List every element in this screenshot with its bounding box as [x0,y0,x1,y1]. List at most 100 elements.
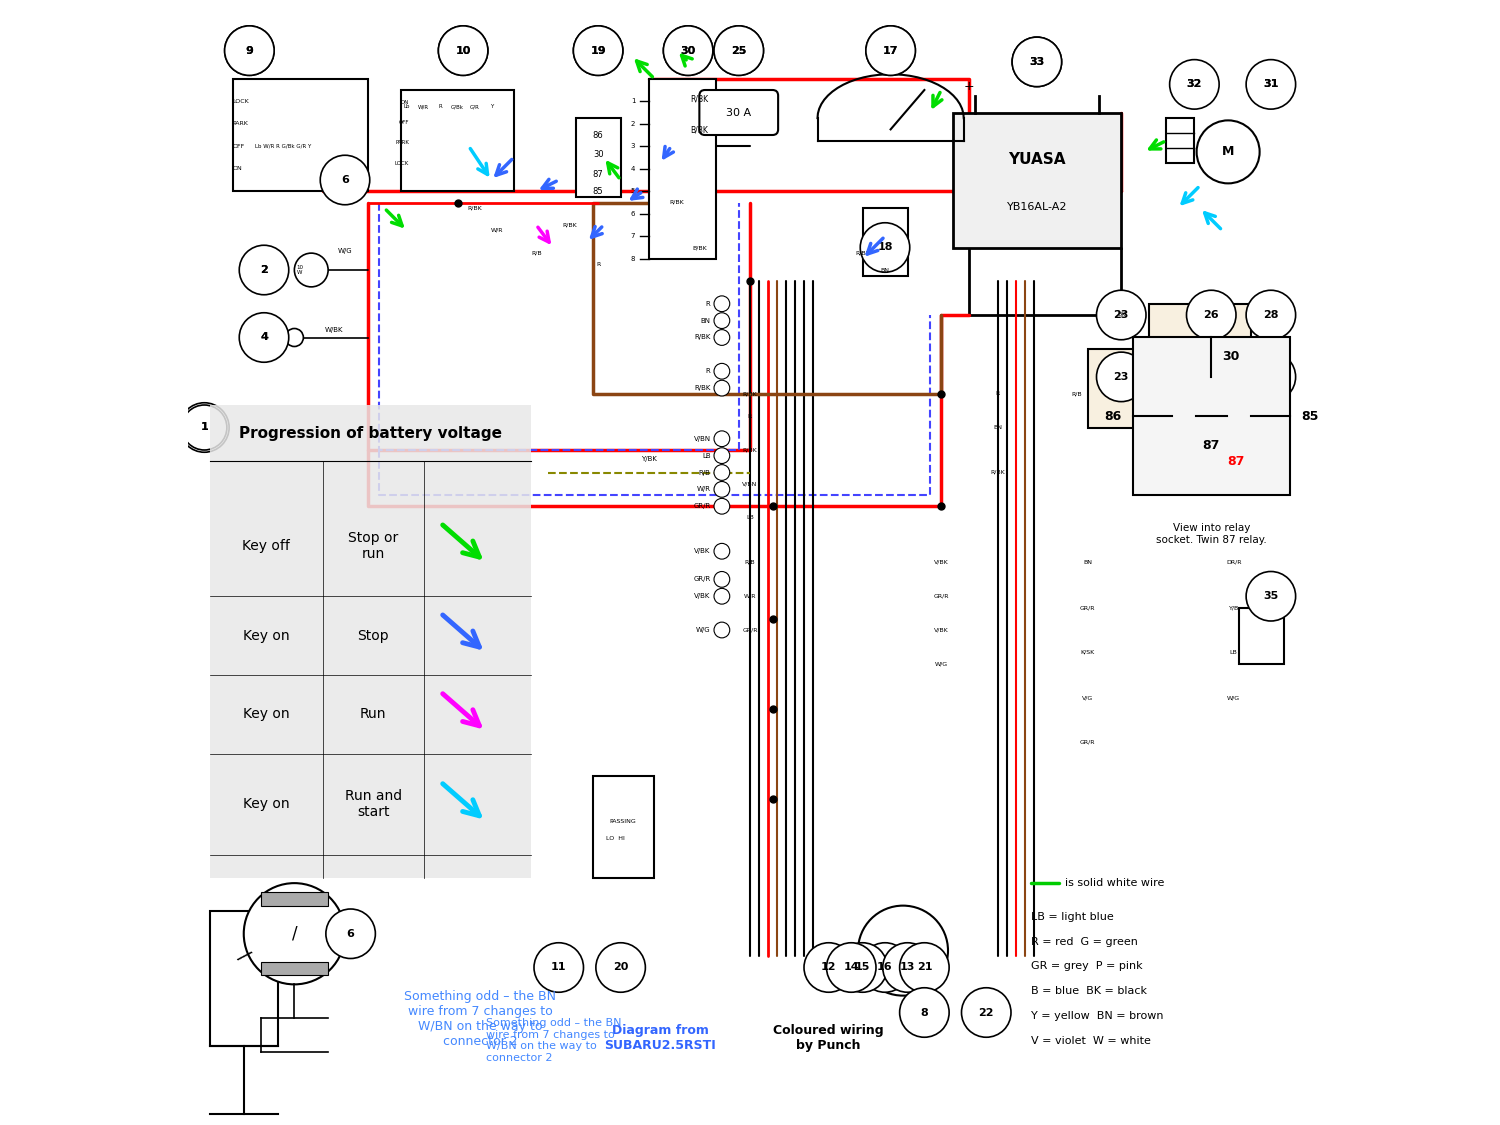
Text: 6: 6 [346,929,354,938]
Text: 27: 27 [1203,372,1219,381]
Text: LOCK: LOCK [232,99,249,104]
Circle shape [321,155,369,205]
Circle shape [714,313,729,328]
Text: GR/R: GR/R [1080,740,1095,745]
Text: LB = light blue: LB = light blue [1032,912,1114,921]
Circle shape [900,943,950,992]
Text: LB: LB [746,515,754,520]
Text: /: / [234,947,254,965]
Text: PARK: PARK [396,141,410,145]
Text: 4: 4 [260,333,268,342]
Text: W/BK: W/BK [324,327,344,333]
Text: ON: ON [400,100,410,105]
Circle shape [714,588,729,604]
Circle shape [865,26,915,75]
Text: Stop or
run: Stop or run [348,531,399,560]
Text: V/G: V/G [1082,695,1094,700]
Text: Y/BK: Y/BK [640,457,657,462]
Text: R/BK: R/BK [669,200,684,205]
Text: 2: 2 [632,120,636,127]
Text: Key on: Key on [243,798,290,811]
Bar [1239,608,1284,664]
Text: 1: 1 [201,423,208,432]
Text: R: R [596,262,600,267]
Circle shape [900,988,950,1037]
Text: 86: 86 [592,130,603,140]
Circle shape [714,380,729,396]
Text: Something odd – the BN
wire from 7 changes to
W/BN on the way to
connector 2: Something odd – the BN wire from 7 chang… [404,990,556,1048]
Text: Diagram from
SUBARU2.5RSTI: Diagram from SUBARU2.5RSTI [604,1024,715,1052]
Text: 29: 29 [1263,372,1278,381]
Text: M: M [1222,145,1234,159]
Text: PASSING: PASSING [609,819,636,824]
Bar [1167,118,1194,163]
Text: PARK: PARK [232,122,249,126]
Circle shape [1197,120,1260,183]
Circle shape [865,26,915,75]
Text: 8: 8 [630,255,636,262]
Circle shape [714,26,764,75]
Text: GR/R: GR/R [693,576,711,583]
Text: ~: ~ [896,942,910,960]
Bar [261,962,328,975]
Circle shape [714,543,729,559]
Text: 21: 21 [916,963,932,972]
Bar [592,776,654,878]
Text: 2: 2 [260,266,268,274]
Text: 12: 12 [821,963,837,972]
Circle shape [243,317,285,358]
Text: 6: 6 [630,210,636,217]
Circle shape [714,363,729,379]
Text: BN: BN [1083,560,1092,565]
Text: W/G: W/G [1227,695,1240,700]
Circle shape [1172,62,1216,107]
Text: LB: LB [702,452,711,459]
Text: R/BK: R/BK [742,448,758,452]
Text: R/B: R/B [699,469,711,476]
Bar [862,208,907,276]
Circle shape [240,245,288,295]
Text: 18: 18 [878,243,892,252]
Text: Y: Y [1232,493,1236,497]
Circle shape [1246,60,1296,109]
Text: 30 A: 30 A [726,108,752,117]
Text: 8: 8 [921,1008,928,1017]
Circle shape [1096,352,1146,402]
Bar [210,911,278,1046]
FancyBboxPatch shape [699,90,778,135]
Text: BK: BK [1118,313,1125,317]
Text: 17: 17 [884,46,898,55]
Bar [1149,304,1200,371]
Circle shape [861,223,909,272]
Circle shape [858,906,948,996]
Bar [1206,382,1251,450]
Text: Key on: Key on [243,708,290,721]
Text: V = violet  W = white: V = violet W = white [1032,1036,1150,1045]
Text: 32: 32 [1186,80,1202,89]
Text: R/BK: R/BK [694,334,711,341]
Text: is solid white wire: is solid white wire [1065,879,1164,888]
Text: Lb W/R R G/Bk G/R Y: Lb W/R R G/Bk G/R Y [255,144,312,148]
Text: 16: 16 [878,963,892,972]
Circle shape [663,26,712,75]
Text: GR = grey  P = pink: GR = grey P = pink [1032,962,1143,971]
Circle shape [714,431,729,447]
Text: R: R [706,368,711,375]
Text: 30: 30 [1222,350,1240,363]
Text: 2: 2 [260,266,268,274]
Text: Y/B: Y/B [1228,605,1239,610]
Text: 86: 86 [1104,410,1120,423]
Bar [1132,338,1290,495]
Text: 30: 30 [681,46,696,55]
Text: 1: 1 [201,423,208,432]
Text: G/R: G/R [470,105,480,109]
Text: Run: Run [360,708,387,721]
Circle shape [714,482,729,497]
Text: GR/R: GR/R [933,594,950,598]
Text: 25: 25 [730,46,747,55]
Circle shape [1013,37,1062,87]
Text: Y: Y [489,105,494,109]
Circle shape [438,26,488,75]
Text: ON: ON [232,166,243,171]
Text: 31: 31 [1263,80,1278,89]
